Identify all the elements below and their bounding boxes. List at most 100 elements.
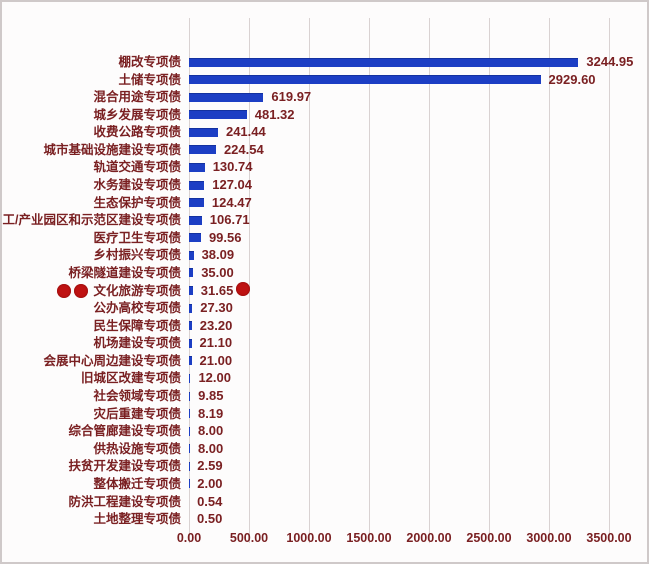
- bar: [189, 57, 579, 67]
- category-label: 机场建设专项债: [93, 336, 181, 351]
- category-label: 社会领域专项债: [93, 389, 181, 404]
- chart-row: 桥梁隧道建设专项债 35.00: [2, 264, 647, 282]
- category-label: 轨道交通专项债: [93, 160, 181, 175]
- x-tick-label: 0.00: [176, 531, 202, 545]
- chart-row: 社会领域专项债 9.85: [2, 387, 647, 405]
- bar: [189, 321, 192, 331]
- category-label: 混合用途专项债: [93, 90, 181, 105]
- bar: [189, 268, 194, 278]
- bar: [189, 92, 264, 102]
- value-label: 224.54: [223, 141, 264, 157]
- red-annotation-dot: [57, 283, 71, 298]
- value-label: 2.59: [197, 458, 223, 474]
- x-tick-label: 1000.00: [286, 531, 332, 545]
- category-label: 公办高校专项债: [93, 301, 181, 316]
- category-label: 供热设施专项债: [93, 441, 181, 456]
- chart-row: 生态保护专项债 124.47: [2, 194, 647, 212]
- category-label: 综合管廊建设专项债: [68, 424, 181, 439]
- value-label: 124.47: [211, 194, 252, 210]
- bar: [189, 162, 205, 172]
- value-label: 21.10: [199, 335, 233, 351]
- category-label: 会展中心周边建设专项债: [43, 353, 181, 368]
- category-label: 土储专项债: [118, 72, 181, 87]
- chart-row: 文化旅游专项债 31.65: [2, 282, 647, 300]
- x-tick-label: 500.00: [229, 531, 269, 545]
- chart-row: 机场建设专项债 21.10: [2, 334, 647, 352]
- bar: [189, 250, 194, 260]
- chart-row: 民生保障专项债 23.20: [2, 317, 647, 335]
- bar: [189, 286, 193, 296]
- gridline: [369, 18, 370, 543]
- gridline: [549, 18, 550, 543]
- value-label: 8.19: [197, 405, 224, 421]
- bar: [189, 127, 218, 137]
- chart-row: 城市基础设施建设专项债 224.54: [2, 141, 647, 159]
- red-annotation-dot: [74, 283, 88, 298]
- value-label: 38.09: [201, 247, 235, 263]
- x-tick-label: 2500.00: [466, 531, 512, 545]
- value-label: 2929.60: [548, 71, 596, 87]
- x-tick-label: 2000.00: [406, 531, 452, 545]
- value-label: 0.54: [197, 493, 223, 509]
- bar: [189, 303, 193, 313]
- chart-row: 旧城区改建专项债 12.00: [2, 369, 647, 387]
- category-label: 民生保障专项债: [93, 318, 181, 333]
- bar: [189, 145, 216, 155]
- chart-row: 供热设施专项债 8.00: [2, 440, 647, 458]
- bar: [189, 409, 190, 419]
- category-label: 灾后重建专项债: [93, 406, 181, 421]
- value-label: 0.50: [197, 511, 223, 527]
- value-label: 241.44: [225, 124, 266, 140]
- gridline: [489, 18, 490, 543]
- value-label: 106.71: [209, 212, 250, 228]
- category-label: 医疗卫生专项债: [93, 230, 181, 245]
- category-label: 城乡发展专项债: [93, 107, 181, 122]
- value-label: 481.32: [254, 106, 295, 122]
- category-label: 桥梁隧道建设专项债: [68, 265, 181, 280]
- value-label: 99.56: [208, 229, 242, 245]
- chart-row: 土储专项债 2929.60: [2, 71, 647, 89]
- chart-row: 收费公路专项债 241.44: [2, 123, 647, 141]
- bar: [189, 75, 541, 85]
- value-label: 8.00: [197, 440, 224, 456]
- category-label: 城市基础设施建设专项债: [43, 142, 181, 157]
- gridline: [189, 18, 190, 543]
- chart-row: 乡村振兴专项债 38.09: [2, 246, 647, 264]
- category-label: 收费公路专项债: [93, 125, 181, 140]
- category-label: 工/产业园区和示范区建设专项债: [2, 213, 181, 228]
- chart-row: 混合用途专项债 619.97: [2, 88, 647, 106]
- chart-row: 综合管廊建设专项债 8.00: [2, 422, 647, 440]
- value-label: 3244.95: [586, 54, 634, 69]
- category-label: 乡村振兴专项债: [93, 248, 181, 263]
- category-label: 棚改专项债: [118, 55, 181, 69]
- chart-row: 水务建设专项债 127.04: [2, 176, 647, 194]
- chart-row: 灾后重建专项债 8.19: [2, 405, 647, 423]
- chart-row: 会展中心周边建设专项债 21.00: [2, 352, 647, 370]
- category-label: 整体搬迁专项债: [93, 476, 181, 491]
- bar: [189, 180, 205, 190]
- red-annotation-dot: [236, 281, 250, 296]
- chart-row: 扶贫开发建设专项债 2.59: [2, 457, 647, 475]
- x-tick-label: 3500.00: [586, 531, 632, 545]
- category-label: 扶贫开发建设专项债: [68, 459, 181, 474]
- value-label: 130.74: [212, 159, 253, 175]
- bar: [189, 198, 204, 208]
- bar: [189, 233, 201, 243]
- category-label: 防洪工程建设专项债: [68, 494, 181, 509]
- bar: [189, 391, 191, 401]
- category-label: 土地整理专项债: [93, 512, 181, 527]
- value-label: 12.00: [198, 370, 231, 386]
- chart-row: 工/产业园区和示范区建设专项债 106.71: [2, 211, 647, 229]
- value-label: 31.65: [200, 282, 234, 298]
- category-label: 文化旅游专项债: [93, 283, 181, 298]
- category-label: 水务建设专项债: [93, 178, 181, 193]
- value-label: 2.00: [197, 475, 223, 491]
- bar: [189, 356, 192, 366]
- category-label: 旧城区改建专项债: [80, 371, 181, 386]
- bar: [189, 426, 190, 436]
- gridline: [309, 18, 310, 543]
- gridline: [609, 18, 610, 543]
- value-label: 23.20: [199, 317, 233, 333]
- chart-row: 防洪工程建设专项债 0.54: [2, 493, 647, 511]
